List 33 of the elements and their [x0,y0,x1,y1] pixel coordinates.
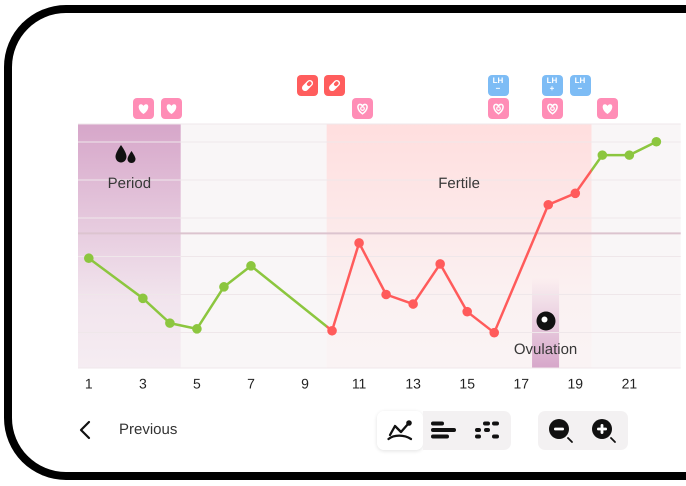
point [84,253,94,264]
point [327,326,337,336]
point [462,306,472,316]
point [165,318,175,328]
x-tick-label: 21 [622,375,638,392]
x-tick-label: 17 [513,375,530,392]
point [598,150,608,160]
point [219,282,229,292]
point [624,150,634,160]
point [435,259,445,269]
x-tick-label: 13 [405,375,422,392]
point [192,324,202,334]
point [408,299,418,309]
x-tick-label: 15 [459,375,476,392]
x-tick-label: 5 [193,375,202,392]
point [246,261,256,271]
point [354,238,364,248]
point [543,200,554,210]
point [489,328,500,338]
point [381,290,391,300]
x-tick-label: 9 [301,375,310,392]
x-tick-label: 19 [568,375,584,392]
text: Previous [119,421,178,439]
band-label: Fertile [438,175,480,192]
x-tick-label: 11 [352,375,367,392]
x-tick-label: 7 [247,375,256,392]
point [570,188,580,198]
x-tick-label: 1 [84,375,93,392]
band-label: Period [108,175,152,192]
band-label: Ovulation [514,341,578,358]
point [652,136,662,147]
point [138,294,148,304]
x-tick-label: 3 [138,375,147,392]
